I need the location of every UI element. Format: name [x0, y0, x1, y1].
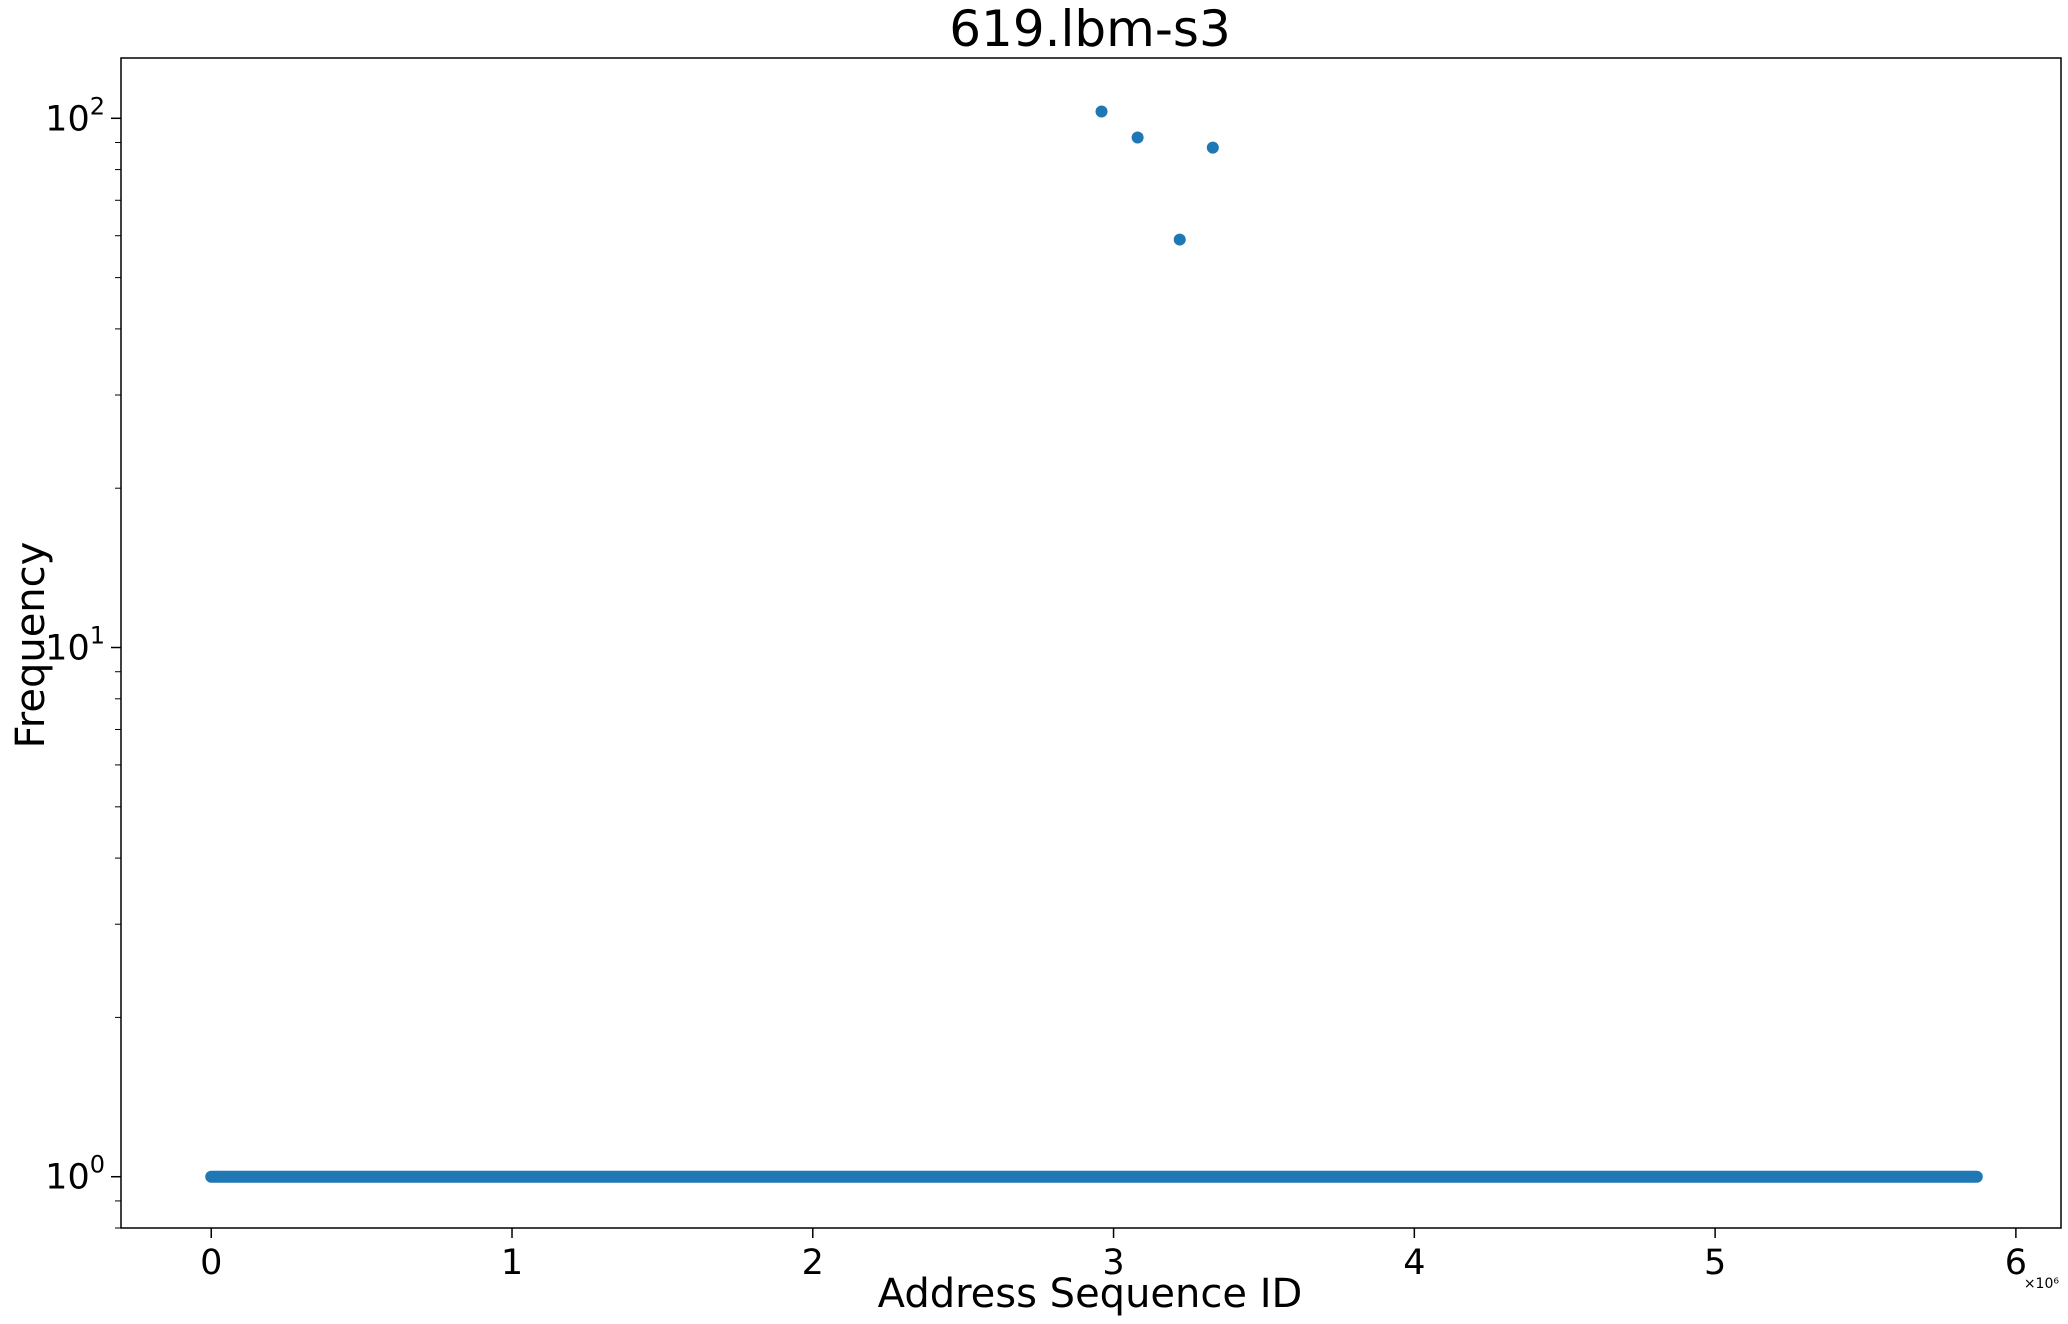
plot-frame — [120, 57, 2062, 1229]
y-tick-exponent: 0 — [90, 1151, 105, 1179]
y-axis-label: Frequency — [8, 542, 54, 749]
x-tick-label: 3 — [1102, 1243, 1124, 1283]
data-point — [1095, 105, 1108, 118]
y-tick-base: 10 — [45, 99, 90, 139]
data-point — [1131, 131, 1144, 144]
x-tick-label: 0 — [200, 1243, 222, 1283]
x-axis-label: Address Sequence ID — [878, 1271, 1303, 1317]
x-tick-label: 2 — [802, 1243, 824, 1283]
x-tick-label: 6 — [2005, 1243, 2027, 1283]
data-marks — [205, 105, 1983, 1183]
chart-title: 619.lbm-s3 — [949, 0, 1231, 58]
y-tick-label: 100 — [45, 1151, 105, 1198]
x-tick-label: 1 — [501, 1243, 523, 1283]
data-point — [1206, 141, 1219, 154]
y-tick-base: 10 — [45, 1158, 90, 1198]
x-offset-label: ×10⁶ — [2024, 1276, 2060, 1292]
y-tick-label: 102 — [45, 92, 105, 139]
y-tick-exponent: 1 — [90, 622, 105, 650]
data-point — [1173, 233, 1186, 246]
x-tick-label: 4 — [1403, 1243, 1425, 1283]
y-tick-base: 10 — [45, 629, 90, 669]
y-tick-label: 101 — [45, 622, 105, 669]
x-tick-label: 5 — [1704, 1243, 1726, 1283]
y-tick-exponent: 2 — [90, 92, 105, 120]
